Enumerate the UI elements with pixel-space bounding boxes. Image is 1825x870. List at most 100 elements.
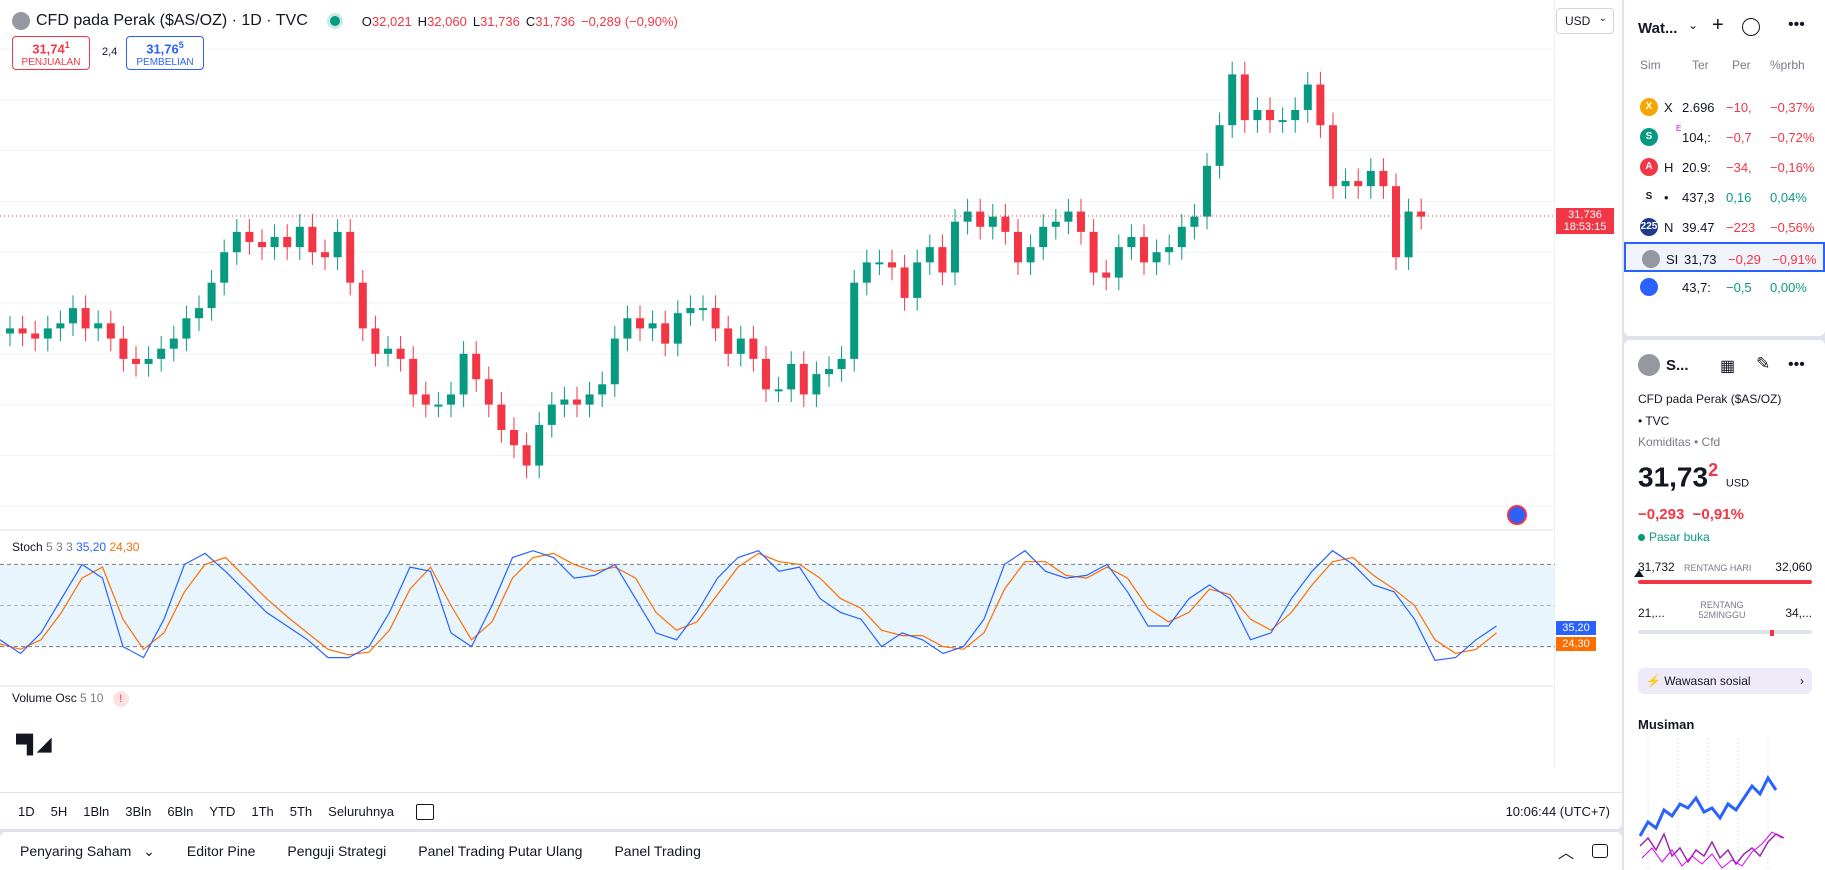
watchlist-title[interactable]: Wat... <box>1638 20 1678 37</box>
candle-body <box>1190 216 1199 227</box>
category-label: Komiditas • Cfd <box>1638 435 1721 449</box>
watchlist-last: 437,3 <box>1682 190 1715 205</box>
candle-body <box>1177 226 1186 248</box>
right-sidebar: Wat... ⌄ + ••• Sim Ter Per %prbh X X 2.696… <box>1624 0 1825 870</box>
stoch-k-line <box>0 549 1497 661</box>
watchlist-chg: −10, <box>1726 100 1752 115</box>
bottom-tab[interactable]: Panel Trading Putar Ulang <box>402 843 598 860</box>
candle-body <box>1266 109 1274 121</box>
candle-body <box>925 247 934 263</box>
candle-body <box>623 318 632 339</box>
tradingview-logo[interactable]: ▀▌◢ <box>16 734 51 754</box>
candle-body <box>724 328 733 354</box>
watchlist-last: 20.9: <box>1682 160 1711 175</box>
more-icon[interactable]: ••• <box>1788 16 1805 33</box>
price-chart[interactable]: 35,00034,00033,00032,00031,00030,00029,0… <box>0 0 1555 768</box>
stoch-d-line <box>0 552 1497 656</box>
candle-body <box>510 430 518 446</box>
candle-body <box>825 369 833 375</box>
candle-body <box>308 226 317 253</box>
exchange-label: • TVC <box>1638 414 1670 428</box>
seasonal-chart[interactable] <box>1638 738 1818 870</box>
symbol-logo-icon: X <box>1640 98 1658 116</box>
range-button[interactable]: Seluruhnya <box>328 804 394 819</box>
edit-icon[interactable]: ✎ <box>1756 354 1771 373</box>
chevron-down-icon[interactable]: ⌄ <box>139 842 155 859</box>
watchlist-sup: E <box>1676 124 1682 133</box>
candle-body <box>81 308 90 329</box>
watchlist-row[interactable]: S 104,: −0,7 −0,72% E <box>1624 122 1825 152</box>
candle-body <box>346 231 355 283</box>
candle-body <box>207 282 216 309</box>
currency-select[interactable]: USD ⌄ <box>1556 8 1614 34</box>
bottom-tab[interactable]: Editor Pine <box>171 843 271 860</box>
candle-body <box>799 363 808 395</box>
market-open-dot-icon <box>329 16 340 26</box>
candle-body <box>1077 211 1085 232</box>
calendar-range-icon[interactable] <box>415 803 434 820</box>
range-button[interactable]: YTD <box>209 804 236 819</box>
more-icon[interactable]: ••• <box>1788 356 1805 373</box>
range-button[interactable]: 5H <box>50 804 68 819</box>
watchlist-row[interactable]: X X 2.696 −10, −0,37% <box>1624 92 1825 122</box>
bottom-toolbar: 1D 5H 1Bln 3Bln 6Bln YTD 1Th 5Th Seluruhnya 10:0… <box>0 792 1622 830</box>
chevron-down-icon[interactable]: ⌄ <box>1688 18 1699 32</box>
watchlist-row[interactable]: 225 N 39.47 −223 −0,56% <box>1624 212 1825 242</box>
range-button[interactable]: 1Bln <box>83 804 110 819</box>
symbol-title[interactable]: CFD pada Perak ($AS/OZ) · 1D · TVC <box>36 12 308 29</box>
maximize-icon[interactable] <box>1592 844 1608 858</box>
candle-body <box>1215 125 1224 166</box>
warning-icon[interactable]: ! <box>112 691 129 707</box>
watchlist-row[interactable]: A H 20.9: −34, −0,16% <box>1624 152 1825 182</box>
ohlc-values: O32,021 H32,060 L31,736 C31,736 <box>362 14 581 29</box>
stoch-d-tag: 24,30 <box>1556 637 1596 651</box>
candle-body <box>6 328 14 334</box>
candle-body <box>447 394 455 405</box>
range-button[interactable]: 6Bln <box>167 804 194 819</box>
candle-body <box>1228 74 1237 126</box>
range-button[interactable]: 3Bln <box>125 804 152 819</box>
symbol-details-panel: S... ▦ ✎ ••• CFD pada Perak ($AS/OZ) • T… <box>1624 340 1825 870</box>
candle-body <box>535 424 544 466</box>
candle-body <box>736 338 745 354</box>
layout-icon[interactable]: ▦ <box>1720 358 1736 375</box>
sell-button[interactable]: 31,741 PENJUALAN <box>12 36 90 70</box>
ohlc-key: L <box>472 13 481 29</box>
ohlc-value: 32,021 <box>371 13 412 29</box>
range-button[interactable]: 1Th <box>251 804 274 819</box>
collapse-icon[interactable]: ︿ <box>1557 845 1574 862</box>
bottom-tab[interactable]: Panel Trading <box>598 843 716 860</box>
candle-body <box>875 262 884 265</box>
candle-body <box>245 231 254 243</box>
advanced-view-icon[interactable] <box>1742 18 1760 36</box>
watchlist-last: 31,73 <box>1684 252 1717 267</box>
market-status: Pasar buka <box>1638 530 1710 544</box>
range-button[interactable]: 1D <box>18 804 35 819</box>
add-symbol-icon[interactable]: + <box>1712 14 1724 36</box>
stoch-legend: Stoch 5 3 3 35,20 24,30 <box>12 540 140 554</box>
bottom-tab[interactable]: Penyaring Saham ⌄ <box>4 843 171 860</box>
candle-body <box>1341 181 1350 187</box>
ohlc-key: H <box>417 13 428 29</box>
watchlist-pct: −0,91% <box>1772 252 1817 267</box>
candle-body <box>1329 125 1337 187</box>
instrument-name[interactable]: CFD pada Perak ($AS/OZ) <box>1638 392 1782 406</box>
bolt-icon: ⚡ <box>1646 674 1661 688</box>
candle-body <box>988 216 997 227</box>
candle-body <box>711 308 720 329</box>
details-short-name[interactable]: S... <box>1666 357 1689 374</box>
seasonal-title[interactable]: Musiman <box>1638 717 1695 732</box>
candle-body <box>522 445 531 466</box>
watchlist-row[interactable]: S • 437,3 0,16 0,04% <box>1624 182 1825 212</box>
bottom-tab[interactable]: Penguji Strategi <box>271 843 402 860</box>
candle-body <box>573 399 581 405</box>
clock-readout[interactable]: 10:06:44 (UTC+7) <box>1505 804 1610 819</box>
buy-button[interactable]: 31,765 PEMBELIAN <box>126 36 204 70</box>
watchlist-row[interactable]: SI 31,73 −0,29 −0,91% <box>1624 242 1825 272</box>
watchlist-row[interactable]: 43,7: −0,5 0,00% <box>1624 272 1825 302</box>
chart-panel[interactable]: 35,00034,00033,00032,00031,00030,00029,0… <box>0 0 1622 829</box>
candle-body <box>384 348 392 354</box>
candle-body <box>661 323 670 344</box>
social-insights-button[interactable]: ⚡ Wawasan sosial › <box>1638 668 1812 694</box>
range-button[interactable]: 5Th <box>289 804 313 819</box>
